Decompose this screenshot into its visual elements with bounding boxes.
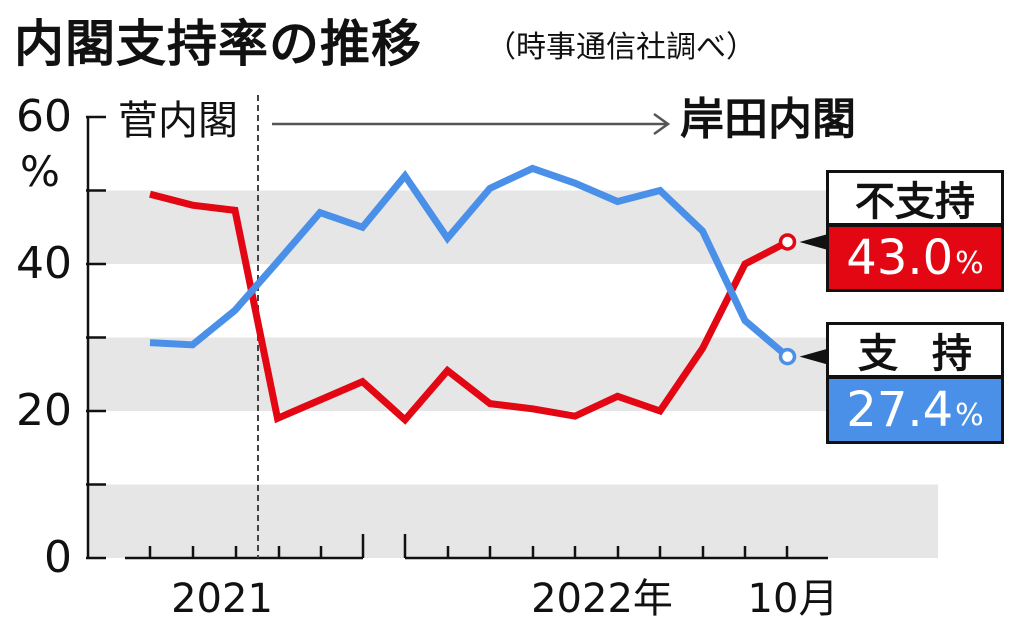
period-label-kishida: 岸田内閣: [680, 94, 856, 145]
chart-title: 内閣支持率の推移: [14, 15, 422, 73]
y-tick-label-60: 60: [16, 91, 72, 142]
support-value-number: 27.4: [846, 382, 954, 438]
oppose-pointer: [799, 233, 828, 250]
support-pointer: [799, 348, 828, 365]
support-legend-label: 支持: [826, 322, 1004, 378]
oppose-last-point: [778, 233, 797, 251]
support-value-unit: %: [955, 397, 984, 433]
x-label-2021: 2021: [171, 576, 273, 622]
y-tick-label-40: 40: [16, 238, 72, 289]
period-label-suga: 菅内閣: [118, 98, 238, 144]
chart-source: （時事通信社調べ）: [486, 30, 756, 65]
background-band-2: [88, 190, 938, 264]
oppose-value-number: 43.0: [846, 230, 954, 286]
background-band-1: [88, 337, 938, 411]
oppose-value-unit: %: [955, 245, 984, 281]
y-tick-label-20: 20: [16, 385, 72, 436]
support-last-point: [778, 347, 797, 366]
support-series-line: [149, 164, 790, 360]
oppose-legend-value: 43.0%: [826, 224, 1004, 292]
period-arrow-head: [653, 112, 671, 136]
support-legend-value: 27.4%: [826, 376, 1004, 444]
background-band-0: [88, 484, 938, 558]
x-label-oct: 10月: [748, 576, 839, 622]
y-unit-label: %: [20, 147, 60, 196]
oppose-series-line: [149, 190, 790, 425]
x-label-2022: 2022年: [531, 576, 673, 622]
y-tick-label-0: 0: [44, 532, 72, 583]
oppose-legend-label: 不支持: [826, 170, 1004, 226]
